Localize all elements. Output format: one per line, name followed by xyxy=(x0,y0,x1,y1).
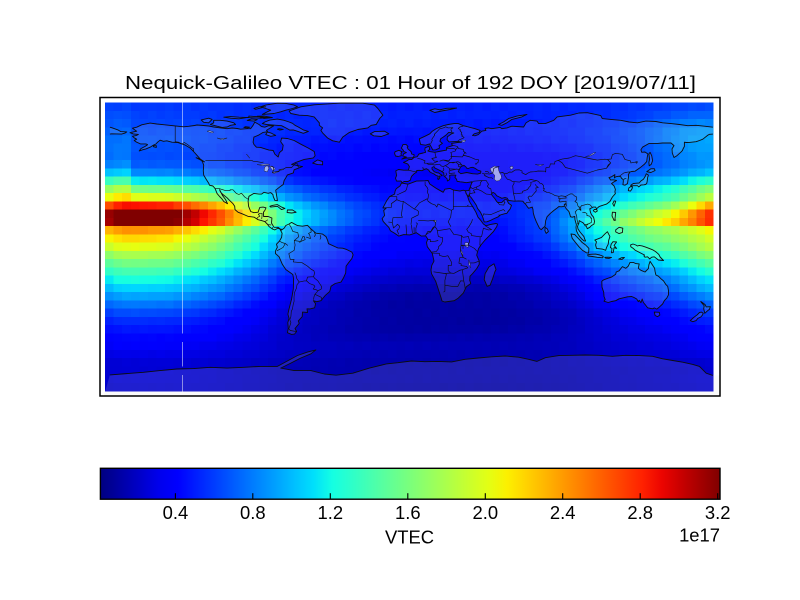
svg-text:2.0: 2.0 xyxy=(473,502,499,523)
svg-text:0.8: 0.8 xyxy=(240,502,266,523)
svg-text:1e17: 1e17 xyxy=(679,525,720,546)
svg-text:1.2: 1.2 xyxy=(318,502,344,523)
svg-text:Nequick-Galileo VTEC : 01 Hour: Nequick-Galileo VTEC : 01 Hour of 192 DO… xyxy=(125,72,696,93)
svg-text:2.8: 2.8 xyxy=(627,502,653,523)
svg-text:VTEC: VTEC xyxy=(385,527,434,548)
svg-text:2.4: 2.4 xyxy=(550,502,576,523)
svg-text:3.2: 3.2 xyxy=(705,502,731,523)
svg-text:1.6: 1.6 xyxy=(395,502,421,523)
svg-text:0.4: 0.4 xyxy=(163,502,189,523)
